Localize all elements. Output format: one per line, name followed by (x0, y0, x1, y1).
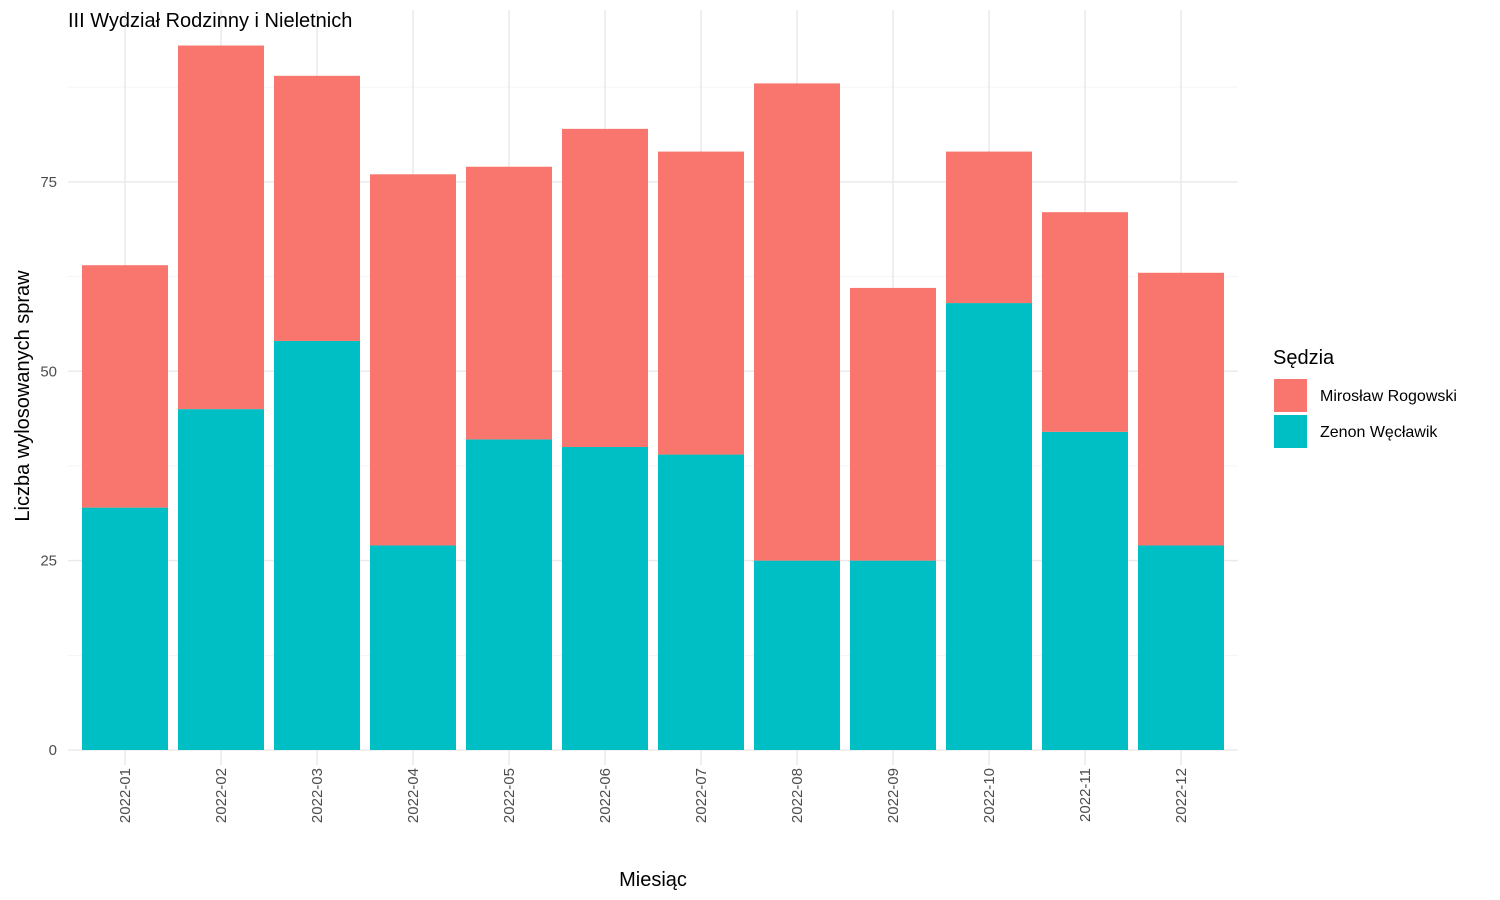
x-tick-label: 2022-09 (885, 768, 902, 823)
y-tick-label: 25 (40, 553, 57, 570)
y-tick-label: 50 (40, 363, 57, 380)
bar-segment (1138, 272, 1224, 546)
bar-segment (370, 174, 456, 546)
legend-label: Zenon Węcławik (1320, 424, 1438, 441)
x-tick-label: 2022-02 (213, 768, 230, 823)
y-tick-label: 0 (49, 742, 57, 759)
legend-swatch (1274, 415, 1307, 448)
bar-segment (178, 409, 264, 750)
legend-swatch (1274, 379, 1307, 412)
x-tick-label: 2022-05 (501, 768, 518, 823)
bar-segment (850, 287, 936, 561)
x-tick-label: 2022-08 (789, 768, 806, 823)
legend-label: Mirosław Rogowski (1320, 388, 1457, 405)
bar-segment (82, 507, 168, 750)
y-axis-title: Liczba wylosowanych spraw (12, 270, 34, 522)
x-tick-label: 2022-12 (1173, 768, 1190, 823)
bar-segment (466, 166, 552, 440)
x-tick-label: 2022-06 (597, 768, 614, 823)
chart-title: III Wydział Rodzinny i Nieletnich (68, 10, 352, 32)
bar-segment (370, 545, 456, 750)
x-axis-title: Miesiąc (619, 869, 687, 891)
x-tick-label: 2022-03 (309, 768, 326, 823)
y-tick-label: 75 (40, 174, 57, 191)
x-tick-label: 2022-10 (981, 768, 998, 823)
bar-segment (1138, 545, 1224, 750)
x-tick-label: 2022-04 (405, 768, 422, 823)
bar-segment (850, 560, 936, 750)
x-tick-label: 2022-01 (117, 768, 134, 823)
bar-segment (1042, 431, 1128, 750)
bar-segment (562, 128, 648, 447)
bar-segment (946, 151, 1032, 304)
bar-segment (1042, 212, 1128, 432)
bars (82, 45, 1224, 750)
bar-segment (178, 45, 264, 410)
bar-segment (658, 454, 744, 750)
legend-title: Sędzia (1273, 347, 1335, 369)
bar-segment (274, 75, 360, 341)
bar-segment (274, 340, 360, 750)
bar-segment (754, 560, 840, 750)
x-axis-ticks: 2022-01 2022-02 2022-03 2022-04 2022-05 2022-… (117, 768, 1190, 823)
legend: Sędzia Mirosław Rogowski Zenon Węcławik (1273, 347, 1457, 448)
bar-segment (946, 303, 1032, 750)
bar-segment (562, 447, 648, 750)
bar-segment (466, 439, 552, 750)
x-tick-label: 2022-07 (693, 768, 710, 823)
bar-segment (754, 83, 840, 561)
x-tick-label: 2022-11 (1077, 768, 1094, 822)
y-axis-ticks: 0 25 50 75 (40, 174, 57, 759)
bar-segment (82, 265, 168, 508)
bar-segment (658, 151, 744, 455)
